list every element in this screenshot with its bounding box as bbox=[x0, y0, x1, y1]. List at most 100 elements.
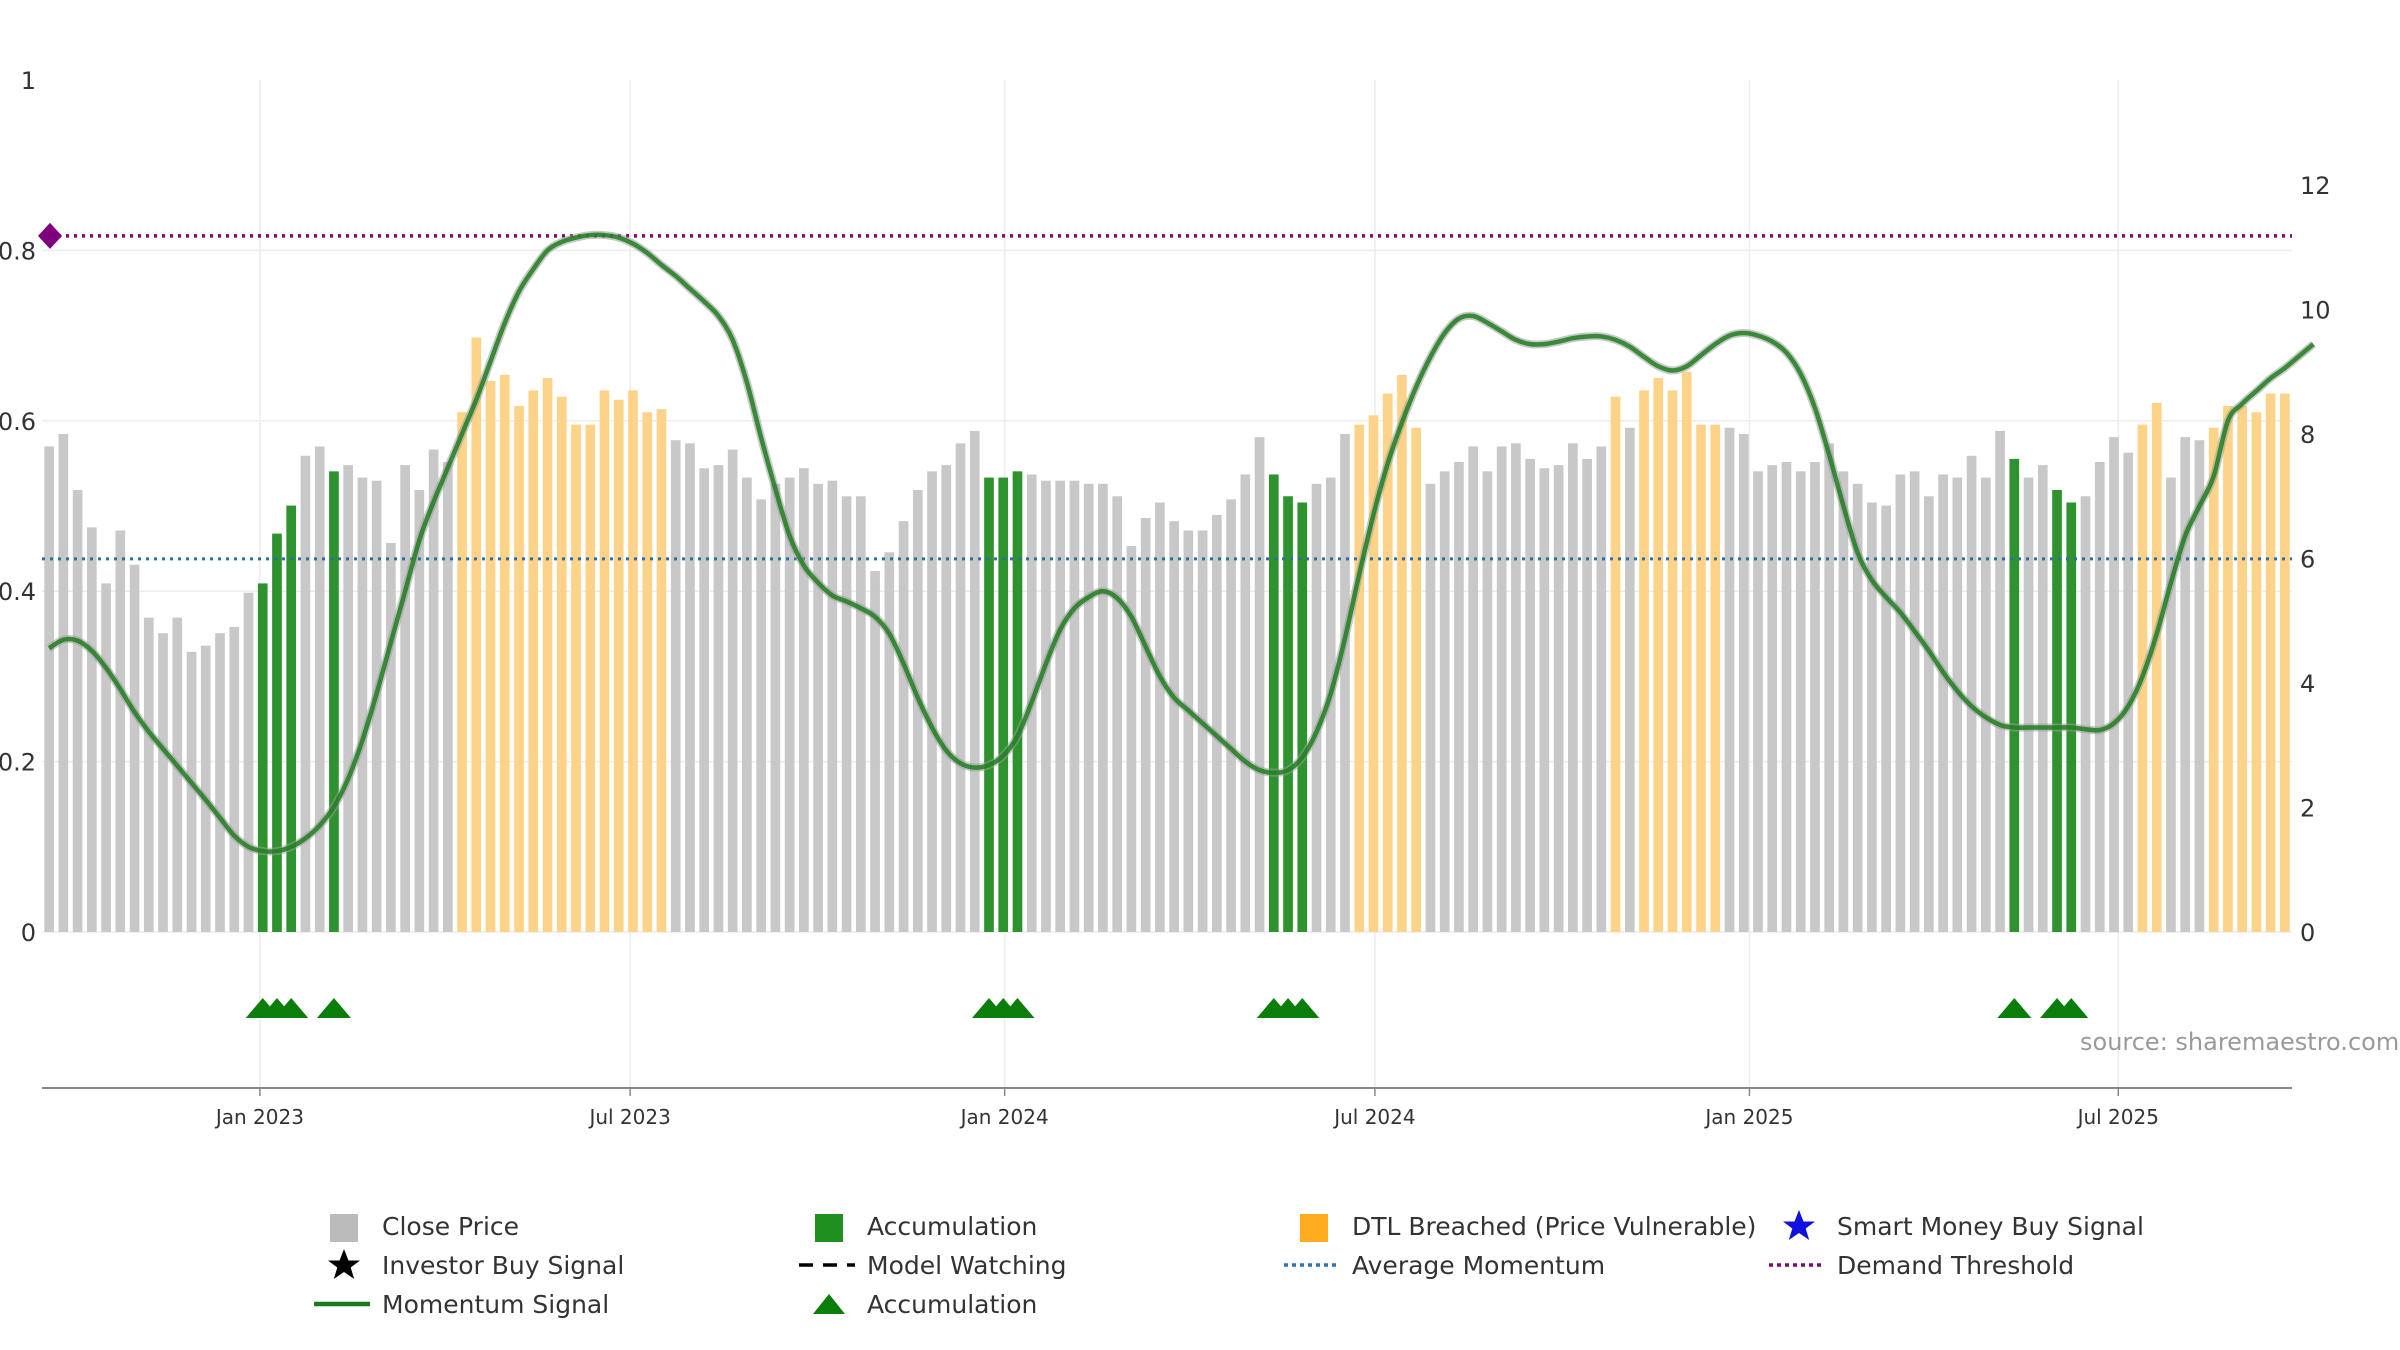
legend-label: Accumulation bbox=[867, 1211, 1038, 1241]
dtl-breached-bar bbox=[528, 390, 539, 932]
close-price-bar bbox=[2080, 496, 2091, 932]
close-price-bar bbox=[1126, 546, 1137, 932]
legend-star-icon bbox=[310, 1247, 374, 1283]
dtl-breached-bar bbox=[1411, 427, 1422, 932]
close-price-bar bbox=[2037, 465, 2048, 932]
close-price-bar bbox=[1881, 505, 1891, 932]
dtl-breached-bar bbox=[2237, 405, 2247, 932]
momentum-signal bbox=[46, 230, 2316, 856]
close-price-bar bbox=[1810, 462, 1820, 932]
close-price-bar bbox=[1995, 430, 2005, 932]
legend-item: Close Price bbox=[310, 1208, 519, 1244]
accumulation-bar bbox=[272, 533, 282, 932]
accumulation-bar bbox=[1268, 474, 1279, 932]
close-price-bar bbox=[699, 468, 710, 932]
close-price-bar bbox=[343, 465, 354, 932]
accumulation-bar bbox=[329, 471, 339, 932]
legend-item: Accumulation bbox=[795, 1208, 1037, 1244]
legend-dotted-line-icon bbox=[1765, 1247, 1829, 1283]
close-price-bar bbox=[229, 626, 240, 932]
close-price-bar bbox=[1525, 458, 1535, 932]
accumulation-triangles bbox=[245, 998, 2089, 1018]
legend-label: Close Price bbox=[382, 1211, 520, 1241]
dtl-breached-bar bbox=[1639, 390, 1649, 932]
dtl-breached-bar bbox=[1710, 424, 1721, 932]
close-price-bar bbox=[1340, 434, 1350, 932]
close-price-bar bbox=[1568, 443, 1578, 932]
x-axis-tick-label: Jan 2023 bbox=[214, 1105, 304, 1129]
close-price-bar bbox=[884, 552, 895, 932]
dtl-breached-bar bbox=[585, 424, 596, 932]
close-price-bar bbox=[727, 449, 738, 932]
legend-label: Model Watching bbox=[867, 1250, 1067, 1280]
close-price-bar bbox=[969, 430, 980, 932]
close-price-bar bbox=[1511, 443, 1521, 932]
accumulation-bar bbox=[257, 583, 268, 932]
right-axis-tick-label: 4 bbox=[2300, 670, 2315, 698]
close-price-bar bbox=[2109, 437, 2119, 932]
close-price-bar bbox=[1496, 446, 1507, 932]
right-axis-tick-label: 2 bbox=[2300, 795, 2315, 823]
left-axis-tick-label: 0 bbox=[21, 919, 36, 947]
legend-label: Smart Money Buy Signal bbox=[1837, 1211, 2144, 1241]
close-price-bar bbox=[2194, 440, 2205, 932]
legend-label: Demand Threshold bbox=[1837, 1250, 2075, 1280]
close-price-bar bbox=[784, 477, 795, 932]
close-price-bar bbox=[742, 477, 752, 932]
close-price-bar bbox=[172, 617, 183, 932]
close-price-bar bbox=[2023, 477, 2034, 932]
close-price-bar bbox=[927, 471, 937, 932]
source-credit: source: sharemaestro.com bbox=[2080, 1028, 2399, 1056]
close-price-bar bbox=[1596, 446, 1607, 932]
close-price-bar bbox=[1924, 496, 1934, 932]
dtl-breached-bar bbox=[1382, 393, 1393, 933]
close-price-bar bbox=[1226, 499, 1236, 932]
dtl-breached-bar bbox=[2280, 393, 2290, 933]
close-price-bar bbox=[1824, 443, 1835, 932]
legend-label: Average Momentum bbox=[1352, 1250, 1606, 1280]
close-price-bar bbox=[2123, 452, 2134, 932]
accumulation-bar bbox=[2009, 458, 2020, 932]
accumulation-bar bbox=[1283, 496, 1293, 932]
close-price-bar bbox=[799, 468, 809, 932]
left-axis-tick-label: 0.2 bbox=[0, 749, 36, 777]
close-price-bar bbox=[1155, 502, 1165, 932]
close-price-bar bbox=[1624, 427, 1635, 932]
accumulation-triangle bbox=[1285, 998, 1320, 1018]
x-axis-tick-label: Jan 2024 bbox=[959, 1105, 1049, 1129]
close-price-bar bbox=[357, 477, 368, 932]
x-axis-tick-label: Jul 2024 bbox=[1332, 1105, 1415, 1129]
close-price-bar bbox=[243, 592, 254, 932]
legend-square-icon bbox=[1280, 1208, 1344, 1244]
close-price-bar bbox=[1425, 483, 1436, 932]
close-price-bar bbox=[1724, 427, 1735, 932]
close-price-bar bbox=[1183, 530, 1194, 932]
close-price-bar bbox=[1553, 465, 1564, 932]
accumulation-bar bbox=[1012, 471, 1023, 932]
close-price-bar bbox=[200, 645, 211, 932]
close-price-bar bbox=[101, 583, 111, 932]
dtl-breached-bar bbox=[1696, 424, 1706, 932]
dtl-breached-bar bbox=[613, 399, 624, 932]
legend-item: Investor Buy Signal bbox=[310, 1247, 624, 1283]
x-axis-tick-label: Jul 2023 bbox=[587, 1105, 670, 1129]
close-price-bar bbox=[855, 496, 866, 932]
close-price-bar bbox=[1212, 514, 1222, 932]
dtl-breached-bar bbox=[556, 396, 567, 932]
close-price-bar bbox=[58, 434, 69, 932]
legend-item: DTL Breached (Price Vulnerable) bbox=[1280, 1208, 1756, 1244]
close-price-bar bbox=[1582, 458, 1592, 932]
close-price-bar bbox=[898, 521, 909, 932]
close-price-bar bbox=[1454, 462, 1464, 932]
dtl-breached-bar bbox=[1653, 377, 1664, 933]
legend-dash-icon bbox=[795, 1247, 859, 1283]
close-price-bar bbox=[1767, 465, 1778, 932]
accumulation-triangle bbox=[1997, 998, 2032, 1018]
momentum-signal-line bbox=[47, 232, 2315, 854]
accumulation-bar bbox=[984, 477, 994, 932]
reference-lines bbox=[38, 222, 2292, 561]
dtl-breached-bar bbox=[1681, 371, 1692, 932]
right-axis-tick-label: 8 bbox=[2300, 421, 2315, 449]
close-price-bars bbox=[44, 337, 2290, 933]
close-price-bar bbox=[44, 446, 54, 932]
